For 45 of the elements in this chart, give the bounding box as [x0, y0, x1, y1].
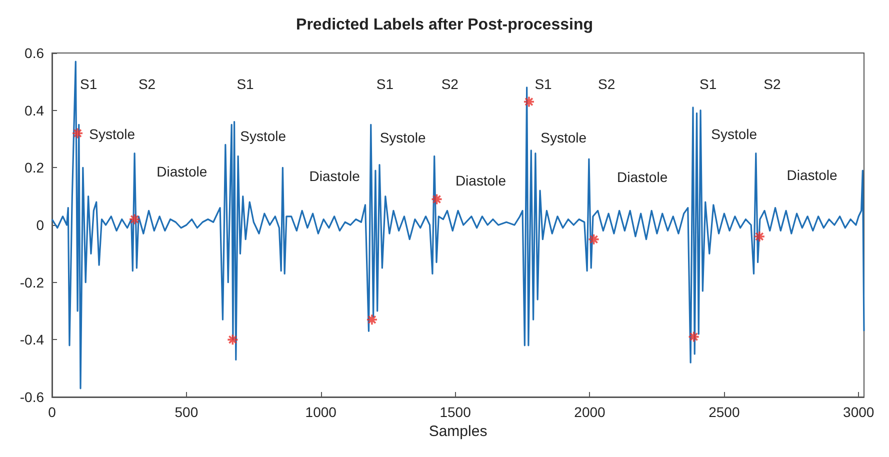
x-tick-label: 0: [48, 404, 56, 420]
x-tick-label: 1000: [305, 404, 337, 420]
point: [754, 230, 766, 242]
annotation: S2: [764, 76, 782, 92]
y-tick-label: -0.6: [20, 389, 44, 405]
annotation: Systole: [540, 129, 587, 146]
annotation: S2: [441, 76, 459, 92]
y-tick-label: 0: [36, 217, 44, 233]
annotation: Diastole: [156, 164, 208, 180]
annotation: S1: [80, 76, 98, 92]
point: [588, 233, 600, 246]
point: [366, 314, 378, 326]
x-tick-label: 500: [174, 404, 198, 420]
y-tick-label: 0.2: [24, 160, 44, 176]
point: [430, 193, 443, 206]
y-tick-label: 0.4: [24, 102, 44, 118]
annotation: Diastole: [309, 168, 360, 184]
x-axis-title: Samples: [428, 422, 488, 440]
annotation: Systole: [240, 128, 286, 144]
x-tick-label: 1500: [440, 404, 472, 420]
point: [523, 96, 535, 108]
annotation: Diastole: [617, 168, 668, 185]
annotation: S1: [376, 76, 394, 92]
y-tick-label: -0.4: [20, 332, 44, 348]
point: [128, 213, 140, 226]
chart-title: Predicted Labels after Post-processing: [296, 16, 593, 34]
annotation: S1: [236, 76, 254, 92]
line-series: [51, 60, 865, 390]
annotation: Diastole: [786, 167, 838, 184]
annotation: Systole: [89, 126, 136, 142]
point: [688, 330, 700, 343]
annotation: S1: [534, 76, 552, 92]
annotation: Diastole: [455, 172, 506, 188]
point: [226, 334, 239, 346]
y-tick-label: -0.2: [20, 274, 44, 290]
annotation: Systole: [380, 129, 426, 146]
annotation: S2: [598, 76, 616, 92]
x-tick-label: 2500: [708, 404, 740, 420]
x-tick-label: 2000: [574, 404, 606, 420]
annotation: S2: [138, 76, 156, 92]
annotation: Systole: [711, 126, 758, 142]
annotation: S1: [700, 76, 717, 92]
point: [72, 127, 84, 140]
y-tick-label: 0.6: [24, 45, 44, 61]
x-tick-label: 3000: [843, 404, 874, 420]
